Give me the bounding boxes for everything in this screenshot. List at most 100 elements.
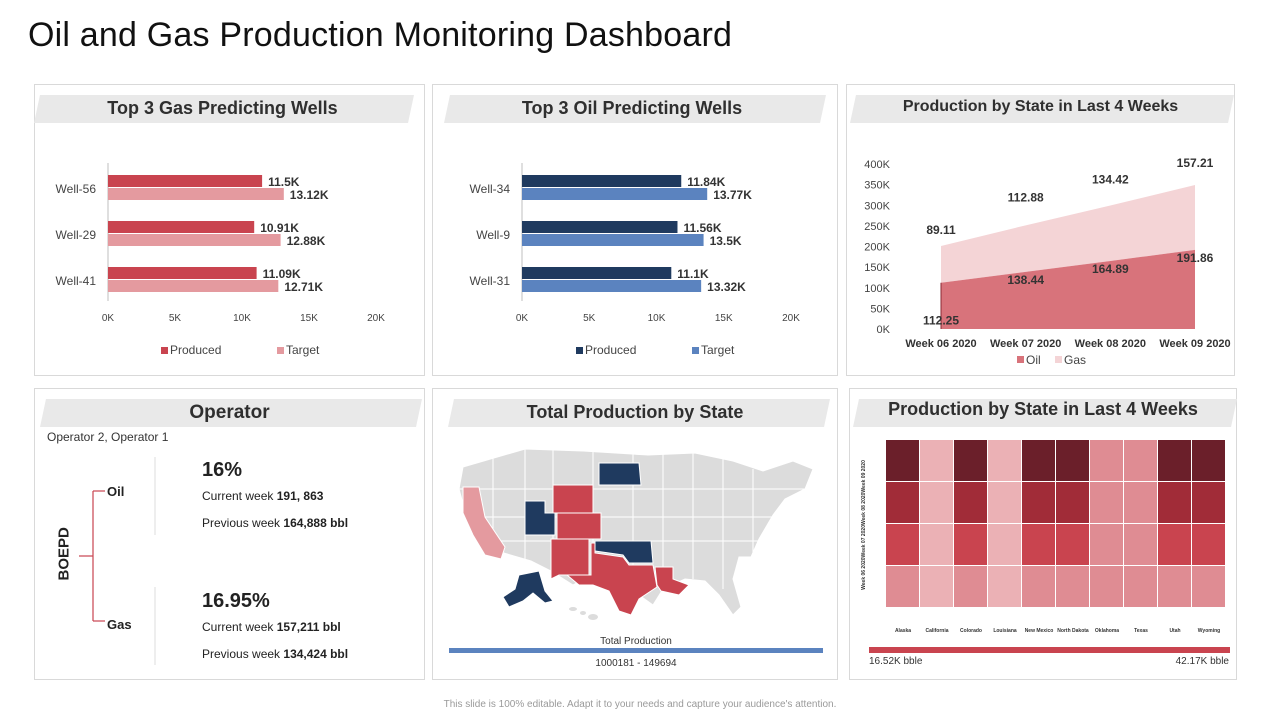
- x-tick-label: 20K: [367, 313, 385, 324]
- heatmap-cell: [1056, 566, 1089, 607]
- heatmap-cell: [1022, 440, 1055, 481]
- heatmap-cell: [886, 440, 919, 481]
- gas-data-label: 134.42: [1092, 173, 1129, 187]
- north-dakota-shape: [598, 462, 642, 486]
- bar-produced: [522, 267, 672, 279]
- bar-produced: [108, 267, 257, 279]
- y-tick-label: 300K: [864, 200, 890, 212]
- bar-target: [522, 234, 704, 246]
- x-tick-label: 5K: [583, 313, 596, 324]
- scale-min-label: 16.52K bble: [869, 656, 923, 667]
- y-tick-label: 150K: [864, 262, 890, 274]
- column-label: Louisiana: [993, 628, 1017, 634]
- louisiana-shape: [654, 566, 690, 596]
- oil-wells-panel: Top 3 Oil Predicting Wells 0K 5K 10K 15K 20K…: [432, 84, 838, 376]
- oil-wells-title: Top 3 Oil Predicting Wells: [521, 98, 743, 118]
- heatmap-cell: [988, 440, 1021, 481]
- x-tick-label: 10K: [648, 313, 666, 324]
- oil-current-row: Current week 191, 863: [202, 489, 323, 503]
- area-gas: [941, 185, 1195, 283]
- oil-previous-value: 164,888 bbl: [283, 516, 349, 530]
- heatmap-cell: [1022, 482, 1055, 523]
- state-heatmap-chart: Alaska California Colorado Louisiana New Mex…: [861, 440, 1230, 667]
- alaska-shape: [502, 570, 554, 608]
- bar-target: [108, 234, 281, 246]
- column-label: Alaska: [895, 628, 911, 634]
- heatmap-cell: [1056, 524, 1089, 565]
- wyoming-shape: [552, 484, 594, 514]
- heatmap-cell: [920, 440, 953, 481]
- bar-data-label: 11.09K: [263, 267, 301, 281]
- category-label: Well-31: [470, 274, 511, 288]
- y-tick-label: 50K: [870, 303, 890, 315]
- heatmap-cell: [920, 482, 953, 523]
- legend-swatch: [1017, 356, 1024, 363]
- footer-note: This slide is 100% editable. Adapt it to…: [443, 699, 837, 710]
- us-mainland-shape: [458, 448, 814, 616]
- bar-data-label: 13.77K: [713, 188, 752, 202]
- state-area-title: Production by State in Last 4 Weeks: [902, 98, 1179, 115]
- heatmap-cell: [1090, 566, 1123, 607]
- x-tick-label: Week 07 2020: [990, 338, 1061, 350]
- column-label: Utah: [1169, 628, 1180, 634]
- legend-label: Produced: [170, 343, 221, 357]
- column-label: Texas: [1134, 628, 1148, 634]
- heatmap-cell: [920, 524, 953, 565]
- map-panel: Total Production by State: [432, 388, 838, 680]
- heatmap-title: Production by State in Last 4 Weeks: [888, 399, 1198, 419]
- bar-data-label: 12.71K: [284, 280, 323, 294]
- heatmap-cell: [1158, 566, 1191, 607]
- bar-target: [522, 280, 702, 292]
- column-label: Oklahoma: [1095, 628, 1119, 634]
- oil-previous-row: Previous week 164,888 bbl: [202, 516, 348, 530]
- x-tick-label: 5K: [169, 313, 182, 324]
- x-tick-label: 20K: [782, 313, 800, 324]
- gas-data-label: 112.88: [1008, 190, 1044, 204]
- y-tick-label: 100K: [864, 283, 890, 295]
- gas-previous-row: Previous week 134,424 bbl: [202, 647, 348, 661]
- x-tick-label: 10K: [233, 313, 251, 324]
- y-tick-label: 250K: [864, 221, 890, 233]
- oil-percent: 16%: [202, 459, 243, 481]
- heatmap-cell: [954, 482, 987, 523]
- bar-data-label: 11.84K: [687, 175, 725, 189]
- legend-label: Target: [701, 343, 735, 357]
- legend-label: Gas: [1064, 353, 1086, 367]
- gas-previous-label: Previous week: [202, 647, 281, 661]
- bar-target: [108, 280, 279, 292]
- y-tick-label: 200K: [864, 242, 890, 254]
- bar-data-label: 11.5K: [268, 175, 300, 189]
- column-label: California: [925, 628, 948, 634]
- heatmap-cell: [1022, 524, 1055, 565]
- bar-data-label: 13.5K: [710, 234, 742, 248]
- heatmap-cell: [1158, 524, 1191, 565]
- oil-previous-label: Previous week: [202, 516, 281, 530]
- bar-produced: [522, 175, 682, 187]
- map-title: Total Production by State: [526, 402, 744, 422]
- gas-percent: 16.95%: [202, 590, 270, 612]
- heatmap-cell: [988, 566, 1021, 607]
- operator-tree: [79, 457, 156, 665]
- page-title: Oil and Gas Production Monitoring Dashbo…: [28, 16, 733, 54]
- category-label: Well-56: [56, 182, 97, 196]
- scale-max-label: 42.17K bble: [1176, 656, 1230, 667]
- oil-data-label: 112.25: [923, 314, 959, 328]
- map-legend-range: 1000181 - 149694: [595, 658, 677, 669]
- oil-data-label: 164.89: [1092, 262, 1129, 276]
- x-tick-label: 0K: [102, 313, 115, 324]
- state-area-chart: 0K 50K 100K 150K 200K 250K 300K 350K 400K 89.11 11…: [864, 156, 1230, 367]
- heatmap-cell: [886, 524, 919, 565]
- gas-previous-value: 134,424 bbl: [283, 647, 349, 661]
- bar-data-label: 11.56K: [683, 221, 721, 235]
- bar-target: [108, 188, 284, 200]
- column-label: North Dakota: [1057, 628, 1089, 634]
- bar-data-label: 12.88K: [287, 234, 326, 248]
- heatmap-cell: [988, 524, 1021, 565]
- legend-label: Target: [286, 343, 320, 357]
- category-label: Well-29: [56, 228, 97, 242]
- heatmap-cell: [1056, 440, 1089, 481]
- heatmap-cell: [1192, 482, 1225, 523]
- gas-data-label: 89.11: [926, 223, 956, 237]
- bar-data-label: 11.1K: [677, 267, 709, 281]
